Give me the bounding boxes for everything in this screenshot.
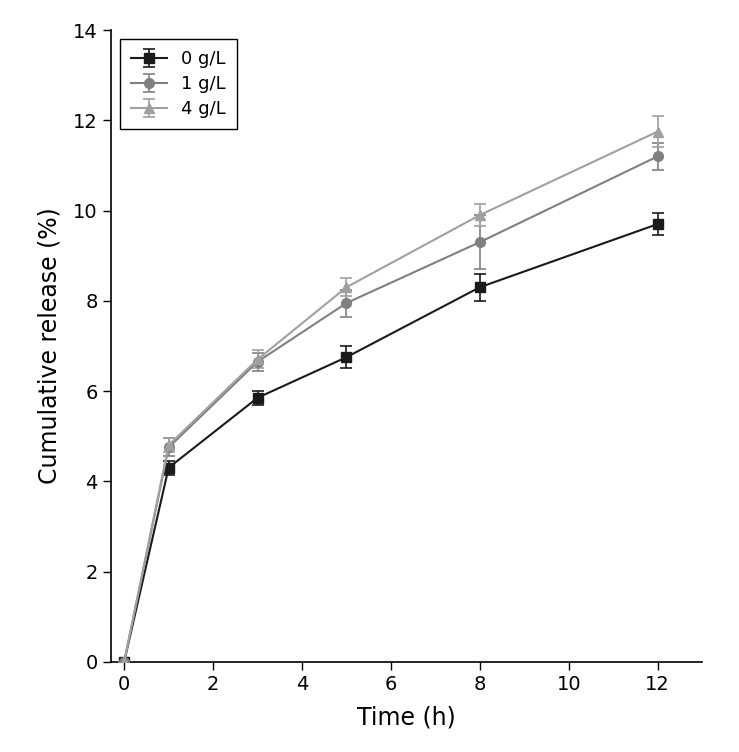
Legend: 0 g/L, 1 g/L, 4 g/L: 0 g/L, 1 g/L, 4 g/L [120, 39, 237, 129]
X-axis label: Time (h): Time (h) [357, 705, 456, 729]
Y-axis label: Cumulative release (%): Cumulative release (%) [38, 208, 62, 484]
